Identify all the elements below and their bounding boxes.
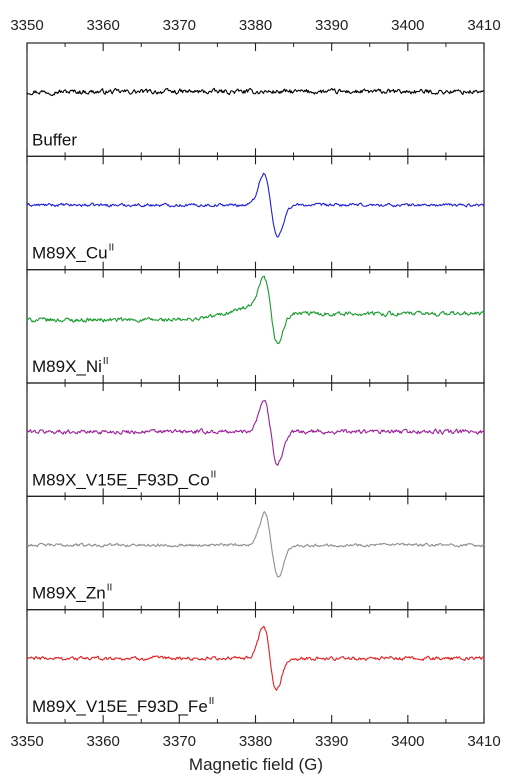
panel-label-text: M89X_Cu — [32, 244, 108, 263]
panel-label-text: M89X_V15E_F93D_Co — [32, 470, 210, 489]
bottom-tick-labels: 3350 3360 3370 3380 3390 3400 3410 — [10, 733, 500, 750]
top-tick-label: 3350 — [10, 17, 43, 34]
bottom-tick-label: 3410 — [467, 733, 500, 750]
series-trace — [26, 172, 485, 238]
bottom-tick-label: 3380 — [239, 733, 272, 750]
panel-2: M89X_CuII — [26, 155, 485, 271]
panel-label-superscript: II — [211, 469, 217, 480]
x-axis-title: Magnetic field (G) — [189, 755, 323, 774]
top-tick-label: 3390 — [315, 17, 348, 34]
panel-label: M89X_V15E_F93D_CoII — [32, 469, 216, 489]
series-trace — [26, 87, 485, 97]
panel-label-text: M89X_Ni — [32, 357, 102, 376]
panel-label: M89X_ZnII — [32, 583, 112, 603]
panel-label-superscript: II — [103, 356, 109, 367]
panel-label-text: M89X_Zn — [32, 584, 106, 603]
panel-4: M89X_V15E_F93D_CoII — [26, 382, 485, 497]
panel-frame — [26, 42, 485, 157]
bottom-tick-label: 3400 — [391, 733, 424, 750]
panel-label-text: M89X_V15E_F93D_Fe — [32, 697, 208, 716]
panel-label-text: Buffer — [32, 130, 77, 149]
top-tick-label: 3380 — [239, 17, 272, 34]
panels-layer: BufferM89X_CuIIM89X_NiIIM89X_V15E_F93D_C… — [26, 42, 485, 724]
panel-1: Buffer — [26, 42, 485, 157]
top-tick-label: 3400 — [391, 17, 424, 34]
series-trace — [26, 275, 485, 345]
series-trace — [26, 625, 485, 691]
panel-6: M89X_V15E_F93D_FeII — [26, 609, 485, 724]
top-tick-label: 3370 — [163, 17, 196, 34]
panel-5: M89X_ZnII — [26, 495, 485, 611]
bottom-tick-label: 3360 — [86, 733, 119, 750]
panel-label-superscript: II — [107, 583, 113, 594]
top-tick-label: 3360 — [86, 17, 119, 34]
panel-label: M89X_V15E_F93D_FeII — [32, 696, 214, 716]
bottom-tick-label: 3390 — [315, 733, 348, 750]
series-trace — [26, 511, 485, 578]
panel-label: Buffer — [32, 130, 77, 149]
panel-label: M89X_NiII — [32, 356, 108, 376]
panel-label-superscript: II — [209, 696, 215, 707]
bottom-tick-label: 3370 — [163, 733, 196, 750]
bottom-tick-label: 3350 — [10, 733, 43, 750]
top-tick-label: 3410 — [467, 17, 500, 34]
panel-3: M89X_NiII — [26, 269, 485, 384]
panel-label: M89X_CuII — [32, 243, 114, 263]
series-trace — [26, 399, 485, 466]
top-tick-labels: 3350 3360 3370 3380 3390 3400 3410 — [10, 17, 500, 34]
panel-label-superscript: II — [109, 243, 115, 254]
